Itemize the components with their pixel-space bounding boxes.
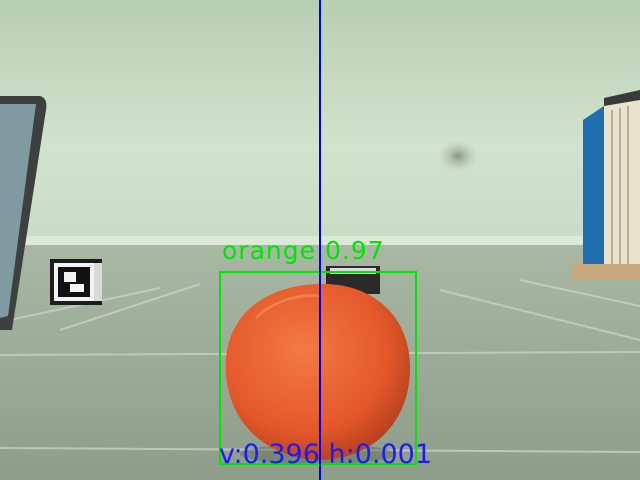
aruco-marker [50, 259, 102, 305]
laptop-screen [0, 104, 36, 318]
position-readout: v:0.396 h:0.001 [219, 441, 432, 468]
detection-box [219, 271, 417, 465]
detection-score: 0.97 [324, 236, 385, 265]
cardboard-box [572, 90, 640, 280]
readout-v: v:0.396 [219, 439, 320, 470]
orange-fruit [225, 283, 411, 464]
detection-label: orange 0.97 [222, 238, 385, 263]
wall-stain [438, 140, 478, 172]
readout-h: h:0.001 [328, 439, 433, 470]
detection-class: orange [222, 236, 316, 265]
